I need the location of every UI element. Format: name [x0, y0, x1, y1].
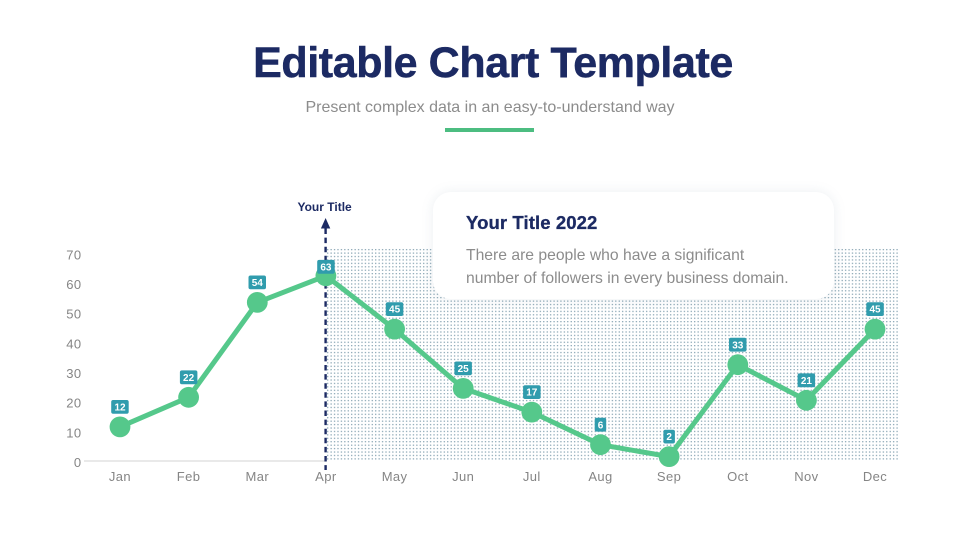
svg-text:6: 6 [598, 420, 604, 431]
svg-text:2: 2 [666, 432, 672, 443]
svg-text:30: 30 [66, 366, 81, 381]
svg-text:70: 70 [66, 247, 81, 262]
svg-text:Apr: Apr [315, 469, 337, 484]
svg-text:Dec: Dec [863, 469, 887, 484]
svg-text:Jul: Jul [523, 469, 541, 484]
svg-text:Sep: Sep [657, 469, 681, 484]
svg-text:17: 17 [526, 388, 538, 399]
svg-text:Jan: Jan [109, 469, 131, 484]
svg-text:60: 60 [66, 277, 81, 292]
svg-text:Feb: Feb [177, 469, 201, 484]
svg-text:May: May [382, 469, 408, 484]
svg-text:63: 63 [320, 262, 332, 273]
svg-text:40: 40 [66, 336, 81, 351]
svg-text:Mar: Mar [246, 469, 270, 484]
svg-text:Nov: Nov [794, 469, 818, 484]
svg-text:22: 22 [183, 373, 195, 384]
svg-text:45: 45 [389, 305, 401, 316]
svg-text:33: 33 [732, 340, 744, 351]
svg-text:Jun: Jun [452, 469, 474, 484]
svg-text:21: 21 [801, 376, 813, 387]
svg-text:Aug: Aug [588, 469, 612, 484]
svg-text:12: 12 [114, 403, 126, 414]
svg-text:Your Title: Your Title [297, 200, 352, 214]
svg-text:10: 10 [66, 425, 81, 440]
svg-text:45: 45 [869, 305, 881, 316]
svg-text:Oct: Oct [727, 469, 748, 484]
svg-text:0: 0 [74, 455, 82, 470]
svg-text:54: 54 [252, 278, 264, 289]
svg-text:20: 20 [66, 396, 81, 411]
svg-text:50: 50 [66, 307, 81, 322]
svg-text:25: 25 [458, 364, 470, 375]
